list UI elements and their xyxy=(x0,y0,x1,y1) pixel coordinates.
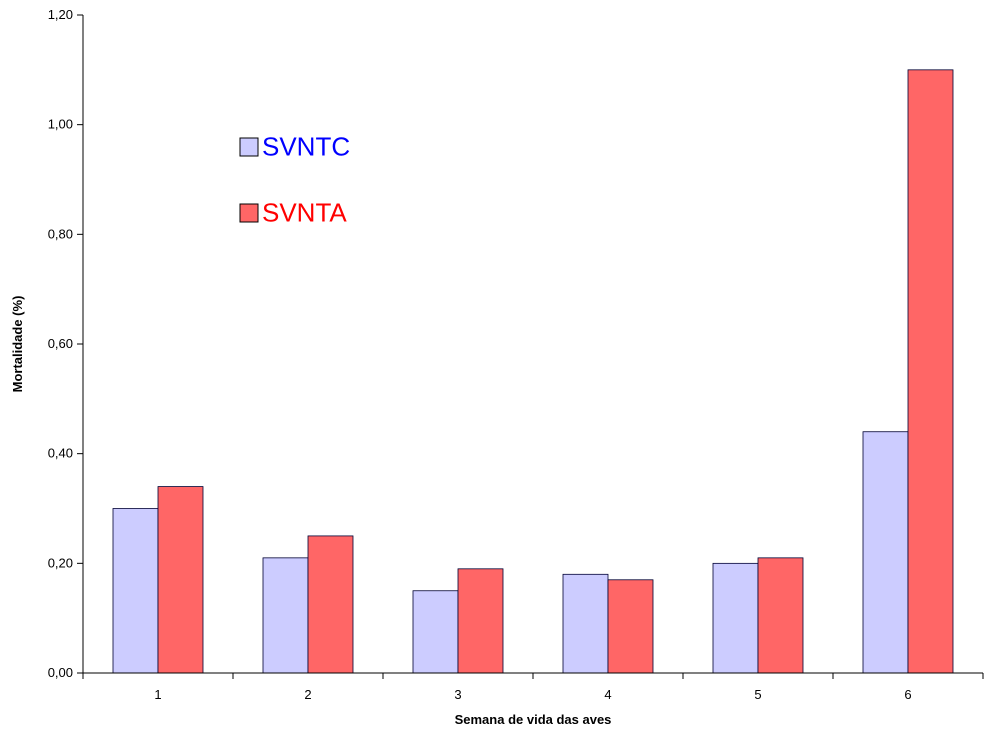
bar-svnta-6 xyxy=(907,69,954,674)
bar-svntc-4 xyxy=(562,573,609,674)
y-tick-label: 1,00 xyxy=(48,117,73,132)
y-tick-label: 0,00 xyxy=(48,665,73,680)
legend: SVNTC SVNTA xyxy=(239,132,350,228)
plot-area xyxy=(112,69,954,674)
bar-svntc-1 xyxy=(112,508,159,674)
bar-svnta-2 xyxy=(307,535,354,674)
bar-svnta-3 xyxy=(457,568,504,674)
bar-svntc-5 xyxy=(712,562,759,674)
legend-label-svntc: SVNTC xyxy=(262,132,350,162)
y-tick-label: 1,20 xyxy=(48,7,73,22)
x-axis: 1 2 3 4 5 6 xyxy=(82,672,984,702)
y-tick-label: 0,40 xyxy=(48,446,73,461)
legend-label-svnta: SVNTA xyxy=(262,198,347,228)
bar-svntc-3 xyxy=(412,590,459,674)
bar-svntc-2 xyxy=(262,557,309,674)
y-tick-label: 0,80 xyxy=(48,226,73,241)
y-tick-label: 0,60 xyxy=(48,336,73,351)
x-axis-title: Semana de vida das aves xyxy=(455,712,612,727)
y-axis-title: Mortalidade (%) xyxy=(10,296,25,393)
x-tick-label: 3 xyxy=(454,687,461,702)
x-tick-label: 5 xyxy=(754,687,761,702)
legend-swatch-svnta xyxy=(239,203,259,223)
bar-svnta-1 xyxy=(157,486,204,674)
x-tick-label: 4 xyxy=(604,687,611,702)
x-tick-label: 6 xyxy=(904,687,911,702)
bar-svnta-5 xyxy=(757,557,804,674)
bar-svntc-6 xyxy=(862,431,909,674)
legend-swatch-svntc xyxy=(239,137,259,157)
y-axis: 0,00 0,20 0,40 0,60 0,80 1,00 1,20 xyxy=(48,7,84,680)
x-tick-label: 2 xyxy=(304,687,311,702)
y-tick-label: 0,20 xyxy=(48,555,73,570)
bar-svnta-4 xyxy=(607,579,654,674)
x-tick-label: 1 xyxy=(154,687,161,702)
